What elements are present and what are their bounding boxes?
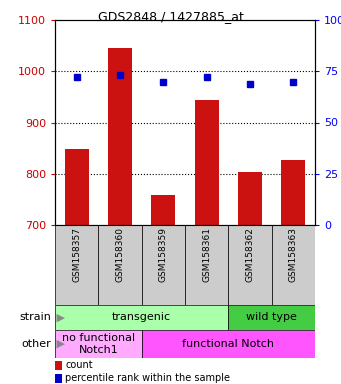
Bar <box>228 305 315 330</box>
Text: wild type: wild type <box>246 313 297 323</box>
Bar <box>238 172 262 225</box>
Text: count: count <box>65 360 93 370</box>
Bar <box>55 305 228 330</box>
Bar <box>55 330 142 358</box>
Bar <box>228 225 272 305</box>
Bar <box>185 225 228 305</box>
Text: strain: strain <box>19 313 51 323</box>
Text: functional Notch: functional Notch <box>182 339 274 349</box>
Text: GSM158361: GSM158361 <box>202 227 211 282</box>
Text: GSM158362: GSM158362 <box>246 227 254 282</box>
Bar <box>272 225 315 305</box>
Text: GSM158360: GSM158360 <box>116 227 124 282</box>
Text: other: other <box>21 339 51 349</box>
Bar <box>281 161 305 225</box>
Bar <box>142 330 315 358</box>
Bar <box>55 225 98 305</box>
Text: GSM158359: GSM158359 <box>159 227 168 282</box>
Text: GSM158363: GSM158363 <box>289 227 298 282</box>
Bar <box>108 48 132 225</box>
Text: transgenic: transgenic <box>112 313 171 323</box>
Bar <box>55 361 62 370</box>
Bar <box>195 101 219 225</box>
Bar <box>142 225 185 305</box>
Text: no functional
Notch1: no functional Notch1 <box>62 333 135 355</box>
Text: GSM158357: GSM158357 <box>72 227 81 282</box>
Text: percentile rank within the sample: percentile rank within the sample <box>65 373 230 383</box>
Bar <box>65 149 89 225</box>
Bar <box>55 374 62 383</box>
Text: ▶: ▶ <box>53 313 65 323</box>
Bar <box>98 225 142 305</box>
Bar <box>151 195 175 225</box>
Text: GDS2848 / 1427885_at: GDS2848 / 1427885_at <box>98 10 243 23</box>
Text: ▶: ▶ <box>53 339 65 349</box>
